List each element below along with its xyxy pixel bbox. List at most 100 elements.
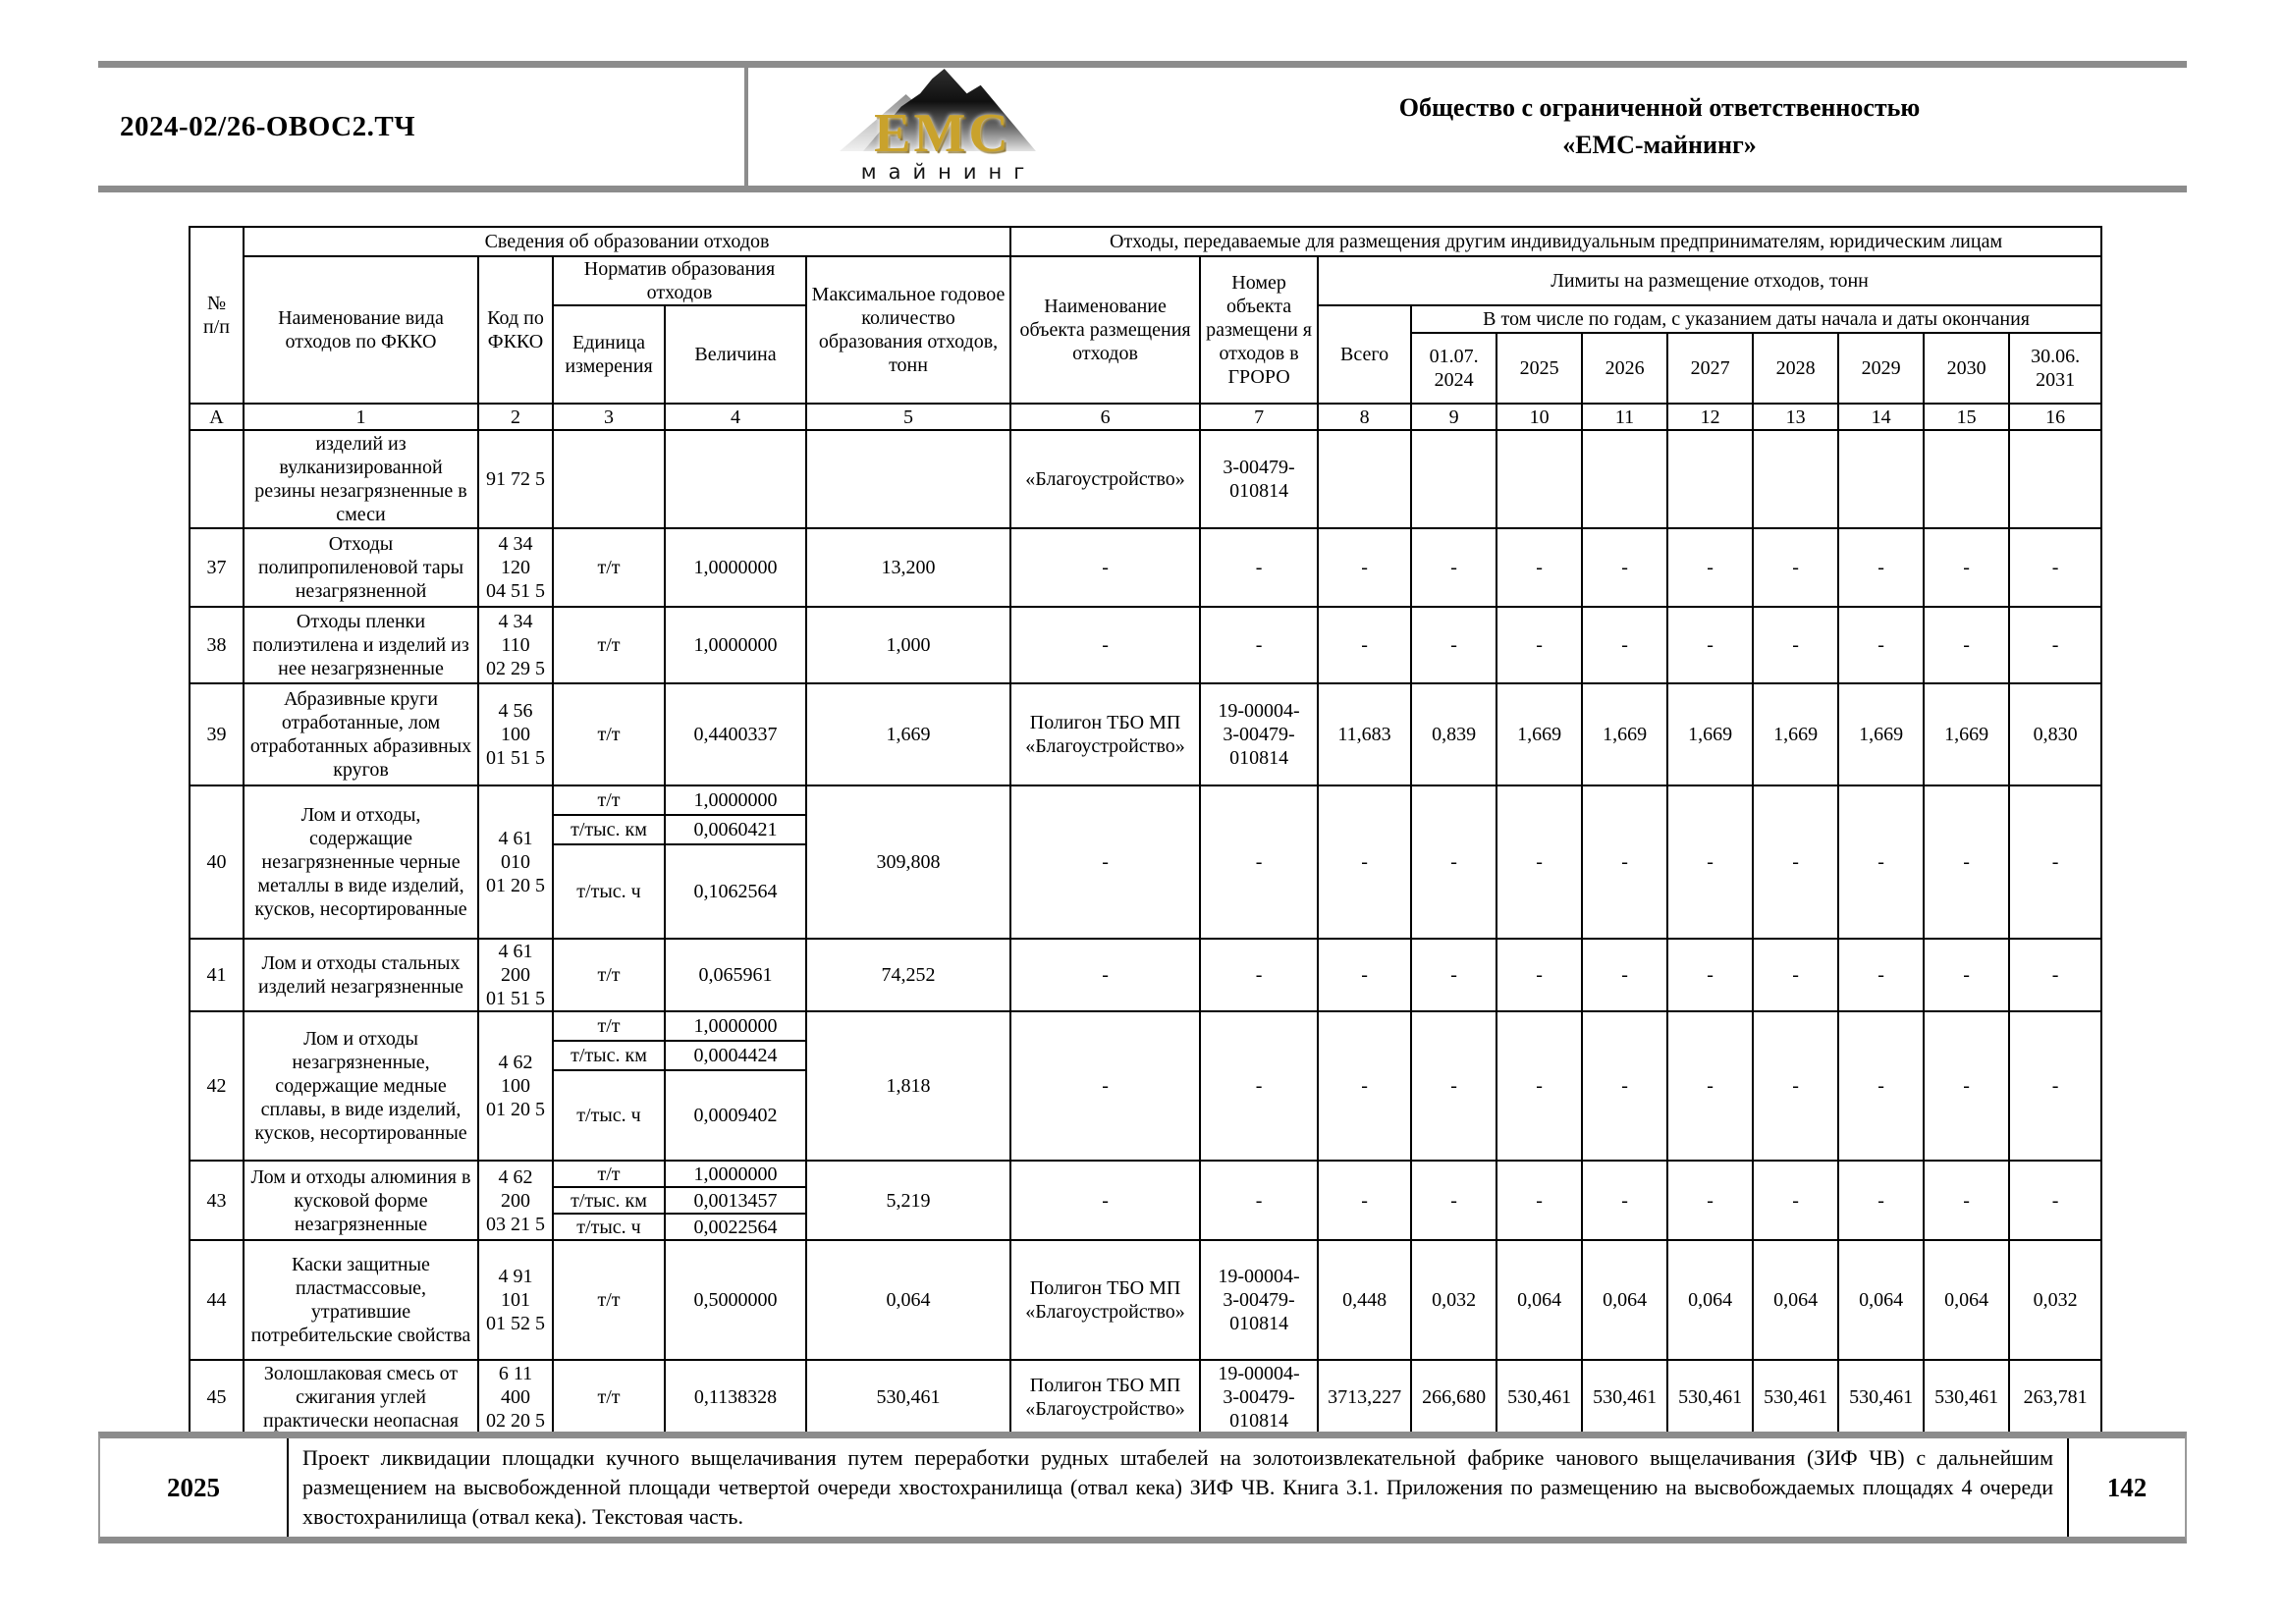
col-year: 2025 — [1496, 332, 1584, 405]
cell-year: - — [1666, 1160, 1755, 1241]
cell-groro: 19-00004- 3-00479- 010814 — [1199, 682, 1320, 786]
col-value: Величина — [664, 304, 807, 405]
col-groro: Номер объекта размещени я отходов в ГРОР… — [1199, 255, 1320, 405]
index-cell: 16 — [2008, 403, 2103, 431]
cell-facility: - — [1009, 1160, 1202, 1241]
cell-year: - — [1581, 1160, 1669, 1241]
cell-year: 266,680 — [1410, 1359, 1498, 1435]
cell-year: 0,064 — [1923, 1239, 2011, 1361]
cell-year: - — [2008, 938, 2103, 1012]
cell-max: 1,669 — [804, 682, 1012, 786]
row-continuation: изделий из вулканизированной резины неза… — [189, 429, 2103, 529]
index-cell: 1 — [243, 403, 479, 431]
header-vertical-divider — [744, 68, 748, 186]
cell-total: - — [1317, 785, 1413, 940]
cell-groro: - — [1199, 938, 1320, 1012]
cell-year — [1666, 429, 1755, 529]
cell-max: 1,818 — [804, 1010, 1012, 1162]
col-facility: Наименование объекта размещения отходов — [1009, 255, 1202, 405]
cell-name: Лом и отходы стальных изделий незагрязне… — [243, 938, 479, 1012]
group-limits: Лимиты на размещение отходов, тонн — [1317, 255, 2103, 306]
cell-unit: т/т — [552, 938, 666, 1012]
cell-total: - — [1317, 1160, 1413, 1241]
cell-total — [1317, 429, 1413, 529]
cell-year: 0,830 — [2008, 682, 2103, 786]
col-code: Код по ФККО — [477, 255, 554, 405]
cell-num — [189, 429, 245, 529]
cell-year: - — [1837, 785, 1926, 940]
cell-groro: - — [1199, 606, 1320, 684]
col-year: 2030 — [1923, 332, 2011, 405]
cell-year: - — [2008, 1160, 2103, 1241]
index-cell: 9 — [1410, 403, 1498, 431]
cell-year: - — [1752, 606, 1840, 684]
cell-max: 530,461 — [804, 1359, 1012, 1435]
cell-year: - — [1666, 785, 1755, 940]
group-norm: Норматив образования отходов — [552, 255, 807, 306]
cell-unit: т/тыс. км — [552, 814, 666, 845]
cell-value: 0,0060421 — [664, 814, 807, 845]
cell-year: 1,669 — [1581, 682, 1669, 786]
cell-code: 4 62 100 01 20 5 — [477, 1010, 554, 1162]
cell-year: - — [1837, 527, 1926, 608]
index-cell: 10 — [1496, 403, 1584, 431]
cell-max: 0,064 — [804, 1239, 1012, 1361]
cell-year: - — [1496, 1160, 1584, 1241]
cell-year: 0,064 — [1496, 1239, 1584, 1361]
cell-year: - — [1666, 606, 1755, 684]
cell-value: 0,0009402 — [664, 1069, 807, 1162]
header-top-divider — [98, 61, 2187, 68]
cell-code: 4 61 010 01 20 5 — [477, 785, 554, 940]
cell-year — [1496, 429, 1584, 529]
cell-year: - — [1410, 527, 1498, 608]
col-num: № п/п — [189, 226, 245, 405]
cell-year: - — [1496, 527, 1584, 608]
row-42-sub: т/тыс. ч 0,0009402 — [190, 1069, 2101, 1162]
col-max: Максимальное годовое количество образова… — [804, 255, 1012, 405]
cell-groro: - — [1199, 1010, 1320, 1162]
mountain-logo-icon: ЕМС — [830, 69, 1056, 161]
cell-max: 309,808 — [804, 785, 1012, 940]
cell-year: - — [1923, 606, 2011, 684]
cell-facility: Полигон ТБО МП «Благоустройство» — [1009, 682, 1202, 786]
cell-year: - — [1923, 527, 2011, 608]
row-43-sub: т/тыс. км 0,0013457 — [190, 1186, 2101, 1215]
cell-year: - — [2008, 785, 2103, 940]
cell-year — [1410, 429, 1498, 529]
cell-unit: т/т — [552, 785, 666, 816]
cell-year: - — [1581, 938, 1669, 1012]
cell-groro: 3-00479- 010814 — [1199, 429, 1320, 529]
cell-code: 4 91 101 01 52 5 — [477, 1239, 554, 1361]
cell-year: 0,064 — [1581, 1239, 1669, 1361]
cell-num: 45 — [189, 1359, 245, 1435]
cell-unit: т/т — [552, 1160, 666, 1188]
cell-num: 38 — [189, 606, 245, 684]
header-row-index: А 1 2 3 4 5 6 7 8 9 10 11 12 13 14 15 16 — [189, 403, 2103, 431]
group-generation: Сведения об образовании отходов — [242, 226, 1012, 257]
cell-value: 0,1062564 — [664, 843, 807, 940]
cell-year — [1581, 429, 1669, 529]
cell-year: - — [1496, 785, 1584, 940]
cell-groro: - — [1199, 785, 1320, 940]
cell-value: 0,4400337 — [664, 682, 807, 786]
cell-value: 1,0000000 — [664, 606, 807, 684]
cell-name: Лом и отходы незагрязненные, содержащие … — [243, 1010, 479, 1162]
cell-groro: 19-00004- 3-00479- 010814 — [1199, 1359, 1320, 1435]
cell-value: 0,1138328 — [664, 1359, 807, 1435]
cell-unit: т/т — [552, 1239, 666, 1361]
cell-code: 91 72 5 — [477, 429, 554, 529]
cell-max: 13,200 — [804, 527, 1012, 608]
cell-total: - — [1317, 1010, 1413, 1162]
cell-year — [2008, 429, 2103, 529]
cell-num: 43 — [189, 1160, 245, 1241]
cell-value: 1,0000000 — [664, 785, 807, 816]
group-transfer: Отходы, передаваемые для размещения друг… — [1009, 226, 2103, 257]
cell-code: 4 34 110 02 29 5 — [477, 606, 554, 684]
cell-facility: Полигон ТБО МП «Благоустройство» — [1009, 1239, 1202, 1361]
cell-year — [1923, 429, 2011, 529]
cell-code: 6 11 400 02 20 5 — [477, 1359, 554, 1435]
cell-code: 4 61 200 01 51 5 — [477, 938, 554, 1012]
cell-year: - — [1666, 1010, 1755, 1162]
footer-year: 2025 — [167, 1472, 220, 1502]
row-37: 37 Отходы полипропиленовой тары незагряз… — [189, 527, 2103, 608]
